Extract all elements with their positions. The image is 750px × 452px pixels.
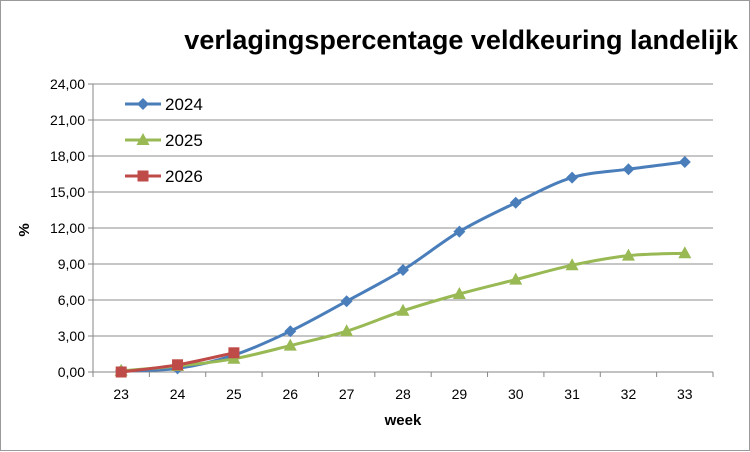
data-point-2024 [678,156,691,168]
y-axis-label: % [16,223,33,236]
y-tick-label: 15,00 [50,184,85,200]
data-point-2024 [397,264,409,276]
series-2026 [115,347,240,378]
x-tick-label: 23 [113,386,129,402]
data-point-2025 [509,272,523,285]
data-point-2024 [566,171,579,184]
data-point-2025 [340,324,354,337]
y-tick-label: 3,00 [58,328,85,344]
y-tick-label: 0,00 [58,364,85,380]
x-tick-label: 29 [452,386,468,402]
y-tick-label: 21,00 [50,112,85,128]
y-tick-label: 9,00 [58,256,85,272]
data-point-2025 [621,248,635,261]
data-point-2026 [228,347,240,359]
x-tick-label: 32 [621,386,637,402]
y-tick-label: 6,00 [58,292,85,308]
data-point-2026 [115,366,127,378]
x-tick-label: 28 [395,386,411,402]
series-group [114,156,692,378]
data-point-2025 [565,258,579,271]
y-tick-label: 18,00 [50,148,85,164]
data-point-2024 [453,225,466,238]
series-2024 [115,156,691,377]
legend-item-2024: 2024 [125,95,203,114]
y-tick-label: 24,00 [50,76,85,92]
legend: 2024 2025 2026 [125,95,203,186]
x-tick-label: 24 [170,386,186,402]
x-tick-label: 26 [282,386,298,402]
legend-label: 2025 [165,131,203,150]
data-point-2024 [284,325,297,338]
y-tick-label: 12,00 [50,220,85,236]
data-point-2025 [283,338,297,351]
data-point-2025 [396,303,410,316]
x-tick-label: 27 [339,386,355,402]
data-point-2024 [340,295,353,308]
data-point-2026 [172,359,184,371]
x-tick-label: 31 [564,386,580,402]
data-point-2024 [622,163,635,176]
x-axis-ticks: 23 24 25 26 27 28 29 30 31 32 33 [92,372,714,402]
chart-title: verlagingspercentage veldkeuring landeli… [184,25,739,55]
data-point-2025 [452,287,466,299]
legend-label: 2026 [165,167,203,186]
legend-marker [137,98,149,110]
x-tick-label: 25 [226,386,242,402]
gridlines [93,83,713,337]
legend-item-2026: 2026 [125,167,203,186]
x-tick-label: 33 [677,386,693,402]
y-axis-ticks: 0,00 3,00 6,00 9,00 12,00 15,00 18,00 21,00 24,0… [50,76,93,380]
data-point-2024 [509,196,522,209]
x-axis-label: week [384,412,422,429]
legend-marker [136,133,150,145]
x-tick-label: 30 [508,386,524,402]
series-2025 [114,246,692,376]
legend-marker [137,170,149,182]
data-point-2025 [678,246,692,259]
legend-label: 2024 [165,95,203,114]
legend-item-2025: 2025 [125,131,203,150]
